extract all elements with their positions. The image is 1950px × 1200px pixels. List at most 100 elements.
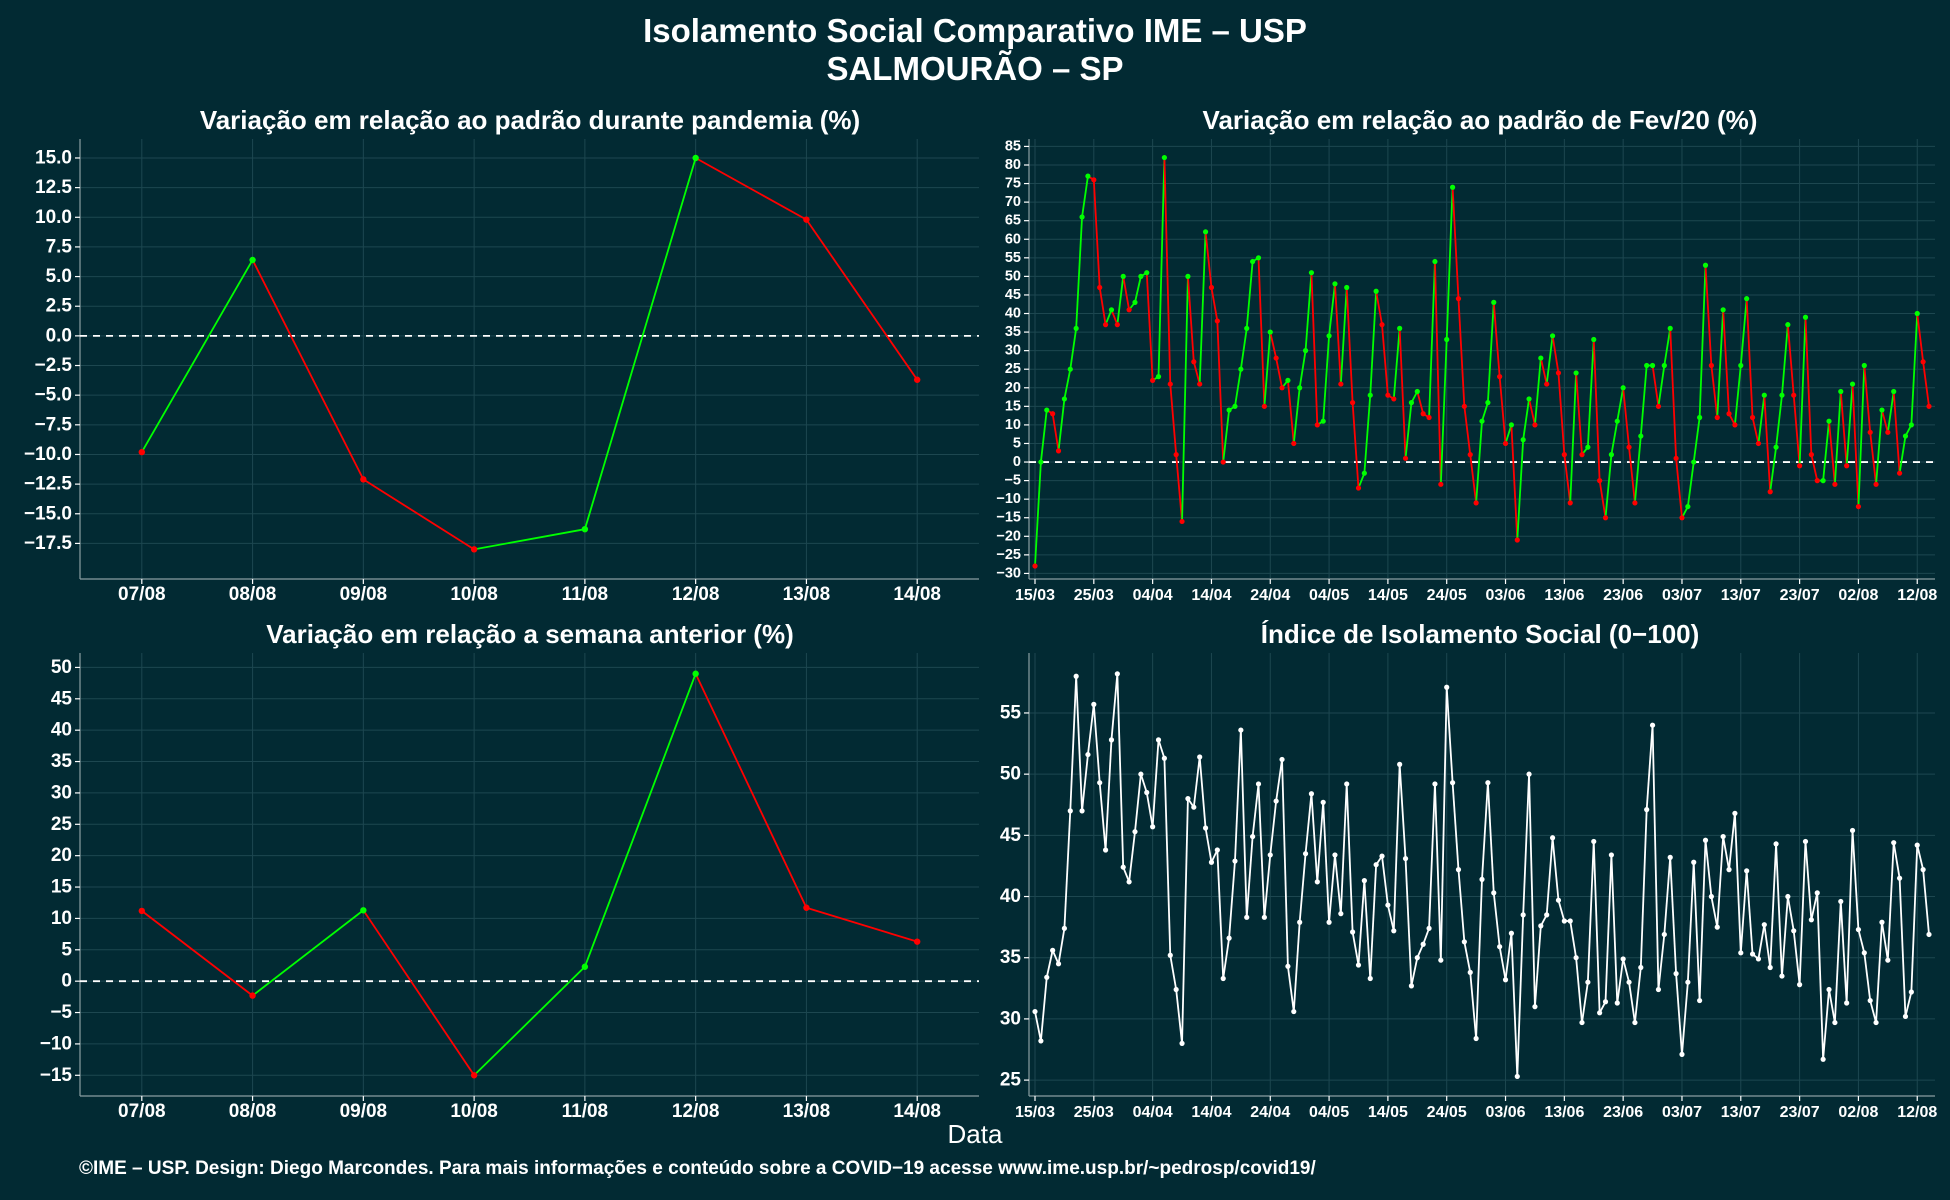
y-tick-label: 10: [51, 908, 72, 929]
series-segment: [1392, 764, 1401, 931]
data-point: [1532, 422, 1538, 428]
series-segment: [1204, 827, 1213, 863]
series-segment: [1451, 187, 1460, 299]
data-point: [1726, 867, 1732, 873]
series-segment: [1328, 854, 1336, 923]
data-point: [1155, 374, 1162, 380]
data-point: [692, 154, 699, 162]
data-point: [1649, 362, 1656, 369]
series-segment: [1516, 439, 1525, 541]
y-tick-label: 40: [1000, 886, 1021, 907]
series-segment: [1045, 950, 1054, 978]
series-segment: [1357, 880, 1366, 966]
data-point: [1514, 1073, 1520, 1080]
series-segment: [1710, 896, 1719, 928]
data-point: [1508, 930, 1515, 936]
series-segment: [1269, 800, 1278, 856]
series-segment: [1822, 989, 1830, 1060]
data-point: [1502, 977, 1509, 983]
data-point: [1055, 448, 1062, 454]
y-tick-label: 12.5: [35, 177, 72, 198]
series-segment: [1481, 402, 1489, 422]
series-segment: [1775, 843, 1783, 977]
series-segment: [1898, 435, 1907, 474]
data-point: [1255, 781, 1262, 787]
series-segment: [1334, 283, 1342, 385]
data-point: [1214, 318, 1220, 324]
series-segment: [1522, 774, 1530, 915]
series-segment: [1492, 302, 1501, 377]
series-segment: [1916, 313, 1925, 362]
data-point: [1591, 838, 1597, 845]
series-segment: [1686, 862, 1695, 983]
series-segment: [1092, 179, 1101, 288]
series-segment: [1363, 395, 1372, 474]
data-point: [1755, 440, 1762, 447]
series-segment: [805, 219, 918, 381]
series-segment: [1869, 432, 1877, 485]
series-segment: [1039, 977, 1048, 1042]
data-point: [1255, 255, 1262, 261]
series-segment: [1551, 335, 1560, 374]
data-point: [1273, 798, 1279, 804]
y-tick-label: 65: [1005, 213, 1021, 229]
data-point: [1267, 852, 1273, 858]
y-tick-label: −15.0: [24, 503, 72, 524]
data-point: [1138, 273, 1144, 279]
series-segment: [1769, 447, 1777, 492]
y-tick-label: −7.5: [34, 414, 72, 435]
x-tick-label: 11/08: [562, 584, 609, 605]
series-segment: [1316, 802, 1325, 882]
series-segment: [1392, 328, 1401, 399]
y-tick-label: −5: [1004, 473, 1021, 489]
data-point: [1873, 1019, 1879, 1026]
series-segment: [1381, 324, 1389, 396]
series-segment: [1304, 793, 1313, 854]
series-segment: [1404, 858, 1413, 986]
data-point: [1497, 374, 1503, 380]
series-segment: [1075, 676, 1083, 811]
series-segment: [1810, 454, 1819, 481]
series-segment: [1828, 989, 1836, 1023]
series-segment: [1534, 925, 1542, 1007]
series-segment: [1545, 335, 1554, 385]
data-point: [1873, 481, 1879, 487]
data-point: [1885, 429, 1891, 435]
series-segment: [1098, 782, 1107, 851]
series-segment: [1210, 287, 1219, 322]
data-point: [1538, 923, 1544, 929]
data-point: [1302, 851, 1309, 857]
series-segment: [1539, 357, 1548, 385]
panel-title-pandemia: Variação em relação ao padrão durante pa…: [199, 105, 861, 135]
series-segment: [1904, 991, 1913, 1017]
series-segment: [1498, 376, 1507, 444]
x-tick-label: 14/04: [1191, 587, 1231, 604]
data-point: [1179, 1040, 1185, 1046]
series-segment: [1181, 276, 1189, 522]
x-tick-label: 25/03: [1074, 1104, 1114, 1121]
series-segment: [1128, 831, 1136, 882]
data-point: [1602, 515, 1609, 521]
series-segment: [1851, 830, 1860, 930]
data-point: [1208, 859, 1215, 865]
series-segment: [1651, 365, 1660, 407]
data-point: [803, 216, 810, 223]
x-tick-label: 09/08: [340, 1101, 388, 1122]
data-point: [1473, 500, 1479, 506]
series-segment: [1351, 931, 1360, 966]
data-point: [1355, 962, 1362, 968]
data-point: [1355, 485, 1362, 491]
series-segment: [1910, 845, 1919, 993]
data-point: [1485, 400, 1491, 406]
data-point: [1232, 858, 1238, 864]
x-tick-label: 23/07: [1780, 1104, 1820, 1121]
series-segment: [1922, 361, 1930, 407]
data-point: [1779, 973, 1785, 979]
series-segment: [1263, 854, 1272, 918]
series-segment: [252, 909, 364, 997]
series-segment: [1639, 365, 1648, 437]
series-segment: [1604, 454, 1613, 518]
data-point: [913, 938, 921, 945]
series-segment: [1510, 933, 1519, 1077]
data-point: [1896, 470, 1903, 476]
